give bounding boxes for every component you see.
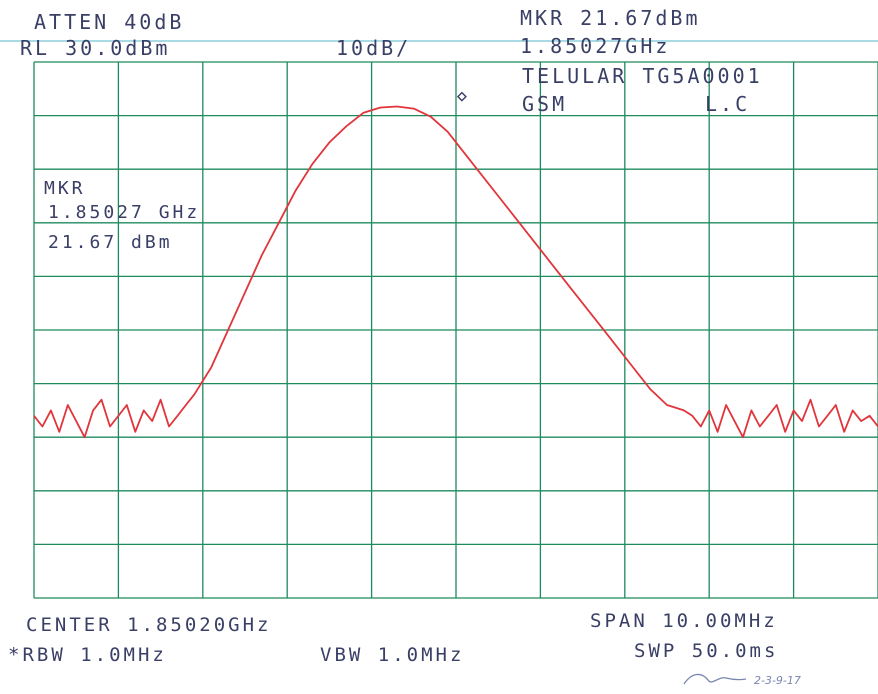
spectrum-trace bbox=[33, 105, 878, 439]
vbw-readout: VBW 1.0MHz bbox=[320, 644, 465, 666]
header-rule bbox=[0, 40, 878, 42]
signature-note: 2-3-9-17 bbox=[754, 674, 801, 687]
marker-box-label: MKR bbox=[44, 178, 86, 199]
marker-diamond bbox=[456, 91, 467, 102]
rbw-readout: *RBW 1.0MHz bbox=[8, 644, 167, 666]
graticule bbox=[33, 61, 878, 599]
ref-level-readout: RL 30.0dBm bbox=[20, 36, 171, 60]
center-freq-readout: CENTER 1.85020GHz bbox=[26, 614, 272, 636]
span-readout: SPAN 10.00MHz bbox=[590, 610, 778, 632]
device-initials: L.C bbox=[705, 92, 751, 116]
marker-box-freq: 1.85027 GHz bbox=[48, 202, 201, 223]
marker-level-readout: MKR 21.67dBm bbox=[520, 6, 701, 30]
device-label: TELULAR TG5A0001 bbox=[522, 64, 763, 88]
scale-readout: 10dB/ bbox=[336, 36, 412, 60]
device-band: GSM bbox=[522, 92, 568, 116]
marker-freq-readout: 1.85027GHz bbox=[520, 34, 671, 58]
marker-box-level: 21.67 dBm bbox=[48, 232, 173, 253]
sweep-readout: SWP 50.0ms bbox=[634, 640, 779, 662]
handwritten-signature: 2-3-9-17 bbox=[683, 673, 801, 687]
atten-readout: ATTEN 40dB bbox=[34, 10, 185, 34]
